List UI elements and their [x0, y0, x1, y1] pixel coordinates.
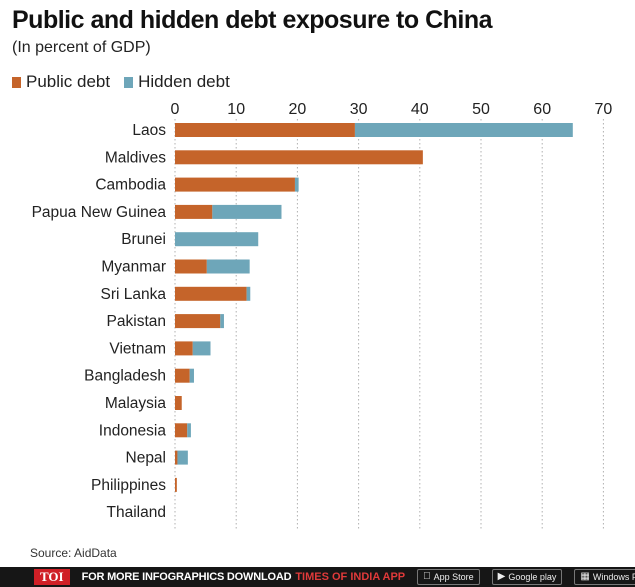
bar-public-debt [175, 368, 190, 383]
play-icon: ▶ [498, 570, 506, 584]
y-category-label: Laos [132, 122, 166, 139]
y-category-label: Papua New Guinea [32, 204, 167, 221]
bar-hidden-debt [212, 204, 282, 219]
y-category-label: Malaysia [105, 395, 167, 412]
y-category-label: Indonesia [99, 422, 167, 439]
y-category-label: Nepal [126, 450, 167, 467]
legend-swatch-public [12, 76, 21, 88]
x-tick-label: 20 [289, 101, 307, 118]
legend-item-public: Public debt [12, 72, 110, 92]
bar-hidden-debt [220, 314, 224, 329]
y-category-label: Bangladesh [84, 368, 166, 385]
bar-public-debt [175, 204, 213, 219]
bar-hidden-debt [187, 423, 191, 438]
bar-hidden-debt [246, 286, 251, 301]
bar-public-debt [175, 341, 193, 356]
x-tick-label: 30 [350, 101, 368, 118]
app-store-badge[interactable]:  App Store [417, 569, 480, 585]
bar-public-debt [175, 450, 178, 465]
bar-hidden-debt [206, 259, 250, 274]
y-category-label: Maldives [105, 149, 166, 166]
bar-hidden-debt [177, 450, 188, 465]
promo-text: FOR MORE INFOGRAPHICS DOWNLOAD [81, 571, 292, 583]
windows-phone-label: Windows Phone [585, 572, 635, 582]
bar-public-debt [175, 396, 182, 410]
bar-public-debt [175, 286, 247, 301]
bar-public-debt [175, 259, 207, 274]
y-category-label: Sri Lanka [101, 286, 167, 303]
y-category-label: Vietnam [109, 340, 166, 357]
bar-public-debt [175, 477, 177, 492]
legend-label-hidden: Hidden debt [138, 72, 230, 91]
legend-swatch-hidden [124, 76, 134, 88]
bar-public-debt [175, 314, 221, 329]
bar-hidden-debt [294, 177, 299, 192]
x-tick-label: 10 [227, 101, 245, 118]
y-category-label: Philippines [91, 477, 166, 494]
chart-subtitle: (In percent of GDP) [12, 39, 151, 56]
x-tick-label: 60 [533, 101, 551, 118]
bar-hidden-debt [192, 341, 211, 356]
windows-phone-badge[interactable]: ▦ Windows Phone [574, 569, 635, 585]
bar-public-debt [175, 177, 295, 192]
y-category-label: Cambodia [95, 177, 166, 194]
source-note: Source: AidData [30, 546, 117, 560]
google-play-badge[interactable]: ▶ Google play [491, 569, 563, 585]
bar-public-debt [175, 423, 188, 438]
footer-banner: TOI FOR MORE INFOGRAPHICS DOWNLOAD TIMES… [0, 567, 635, 587]
app-store-label: App Store [426, 572, 474, 582]
bar-chart: 0 10 20 30 40 50 60 70 Laos Maldives Cambodia Papua… [32, 101, 613, 531]
y-category-label: Myanmar [101, 259, 166, 276]
x-tick-label: 50 [472, 101, 490, 118]
bar-public-debt [175, 123, 355, 137]
promo-brand[interactable]: TIMES OF INDIA APP [295, 571, 406, 583]
bar-hidden-debt [189, 368, 194, 383]
toi-logo: TOI [34, 569, 70, 585]
x-tick-label: 40 [411, 101, 429, 118]
legend-label-public: Public debt [26, 72, 111, 91]
bar-hidden-debt [354, 123, 573, 137]
legend-item-hidden: Hidden debt [124, 72, 230, 92]
bar-hidden-debt [175, 232, 259, 247]
x-tick-label: 0 [171, 101, 180, 118]
legend: Public debt Hidden debt [12, 72, 230, 92]
y-category-label: Pakistan [107, 313, 166, 330]
x-tick-label: 70 [595, 101, 613, 118]
y-category-label: Brunei [121, 231, 166, 248]
y-category-label: Thailand [107, 504, 166, 521]
apple-icon:  [423, 570, 431, 584]
chart-title: Public and hidden debt exposure to China [12, 6, 493, 34]
bar-public-debt [175, 150, 423, 165]
windows-icon: ▦ [572, 571, 589, 582]
google-play-label: Google play [500, 572, 556, 582]
